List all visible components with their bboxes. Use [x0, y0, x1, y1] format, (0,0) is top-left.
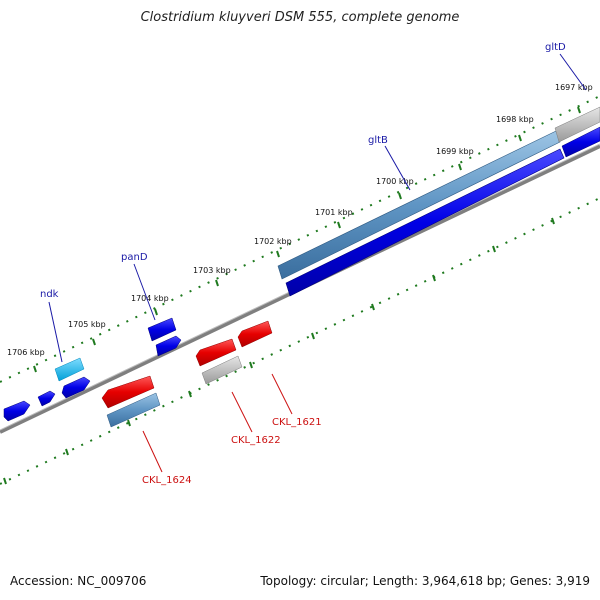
tick-label-1699: 1699 kbp: [436, 147, 474, 156]
gene-forward-2[interactable]: [37, 390, 56, 407]
genome-summary: Topology: circular; Length: 3,964,618 bp…: [260, 574, 590, 588]
forward-genes: [3, 106, 600, 422]
reverse-tick-rail: [0, 197, 600, 485]
gene-ndk[interactable]: [54, 357, 85, 382]
gene-forward-5[interactable]: [285, 148, 565, 297]
gene-label-ndk[interactable]: ndk: [40, 289, 59, 300]
gene-label-gltb[interactable]: gltB: [368, 135, 388, 146]
map-title: Clostridium kluyveri DSM 555, complete g…: [140, 10, 460, 25]
leader-ckl-1622: [231, 391, 253, 433]
gene-ckl-1621[interactable]: [237, 320, 273, 348]
gene-labels: ndk panD gltB gltD CKL_1624 CKL_1622 CKL…: [40, 42, 566, 486]
gene-forward-4[interactable]: [155, 335, 182, 357]
tick-label-1706: 1706 kbp: [7, 348, 45, 357]
tick-label-1697: 1697 kbp: [555, 83, 593, 92]
tick-label-1704: 1704 kbp: [131, 294, 169, 303]
tick-label-1702: 1702 kbp: [254, 237, 292, 246]
leader-lines: [48, 53, 587, 473]
gene-label-ckl-1621[interactable]: CKL_1621: [272, 417, 322, 428]
gene-label-ckl-1622[interactable]: CKL_1622: [231, 435, 281, 446]
leader-ckl-1621: [271, 373, 293, 415]
tick-label-1703: 1703 kbp: [193, 266, 231, 275]
leader-gltb: [384, 145, 411, 191]
reverse-major-ticks: [3, 217, 555, 485]
gene-forward-1[interactable]: [3, 400, 31, 422]
leader-pand: [133, 263, 156, 321]
gene-label-pand[interactable]: panD: [121, 252, 148, 263]
gene-pand[interactable]: [147, 317, 177, 342]
forward-tick-rail: [0, 95, 600, 383]
leader-ndk: [48, 301, 63, 363]
accession-label: Accession: NC_009706: [10, 574, 147, 588]
gene-ckl-1624-companion[interactable]: [106, 392, 161, 428]
tick-label-1698: 1698 kbp: [496, 115, 534, 124]
gene-label-ckl-1624[interactable]: CKL_1624: [142, 475, 192, 486]
forward-major-ticks: [33, 106, 581, 373]
gene-ckl-1622[interactable]: [195, 338, 237, 367]
gene-gltb[interactable]: [277, 130, 561, 280]
gene-ckl-1622-companion[interactable]: [201, 355, 243, 385]
gene-forward-6[interactable]: [561, 126, 600, 158]
reverse-genes: [101, 320, 273, 428]
leader-gltd: [559, 53, 587, 91]
tick-label-1705: 1705 kbp: [68, 320, 106, 329]
tick-label-1700: 1700 kbp: [376, 177, 414, 186]
scale-labels: 1706 kbp 1705 kbp 1704 kbp 1703 kbp 1702…: [7, 83, 593, 357]
leader-ckl-1624: [142, 430, 163, 473]
gene-label-gltd[interactable]: gltD: [545, 42, 566, 53]
tick-label-1701: 1701 kbp: [315, 208, 353, 217]
gene-gltd[interactable]: [554, 106, 600, 143]
gene-forward-3[interactable]: [61, 376, 91, 399]
gene-ckl-1624[interactable]: [101, 375, 155, 409]
